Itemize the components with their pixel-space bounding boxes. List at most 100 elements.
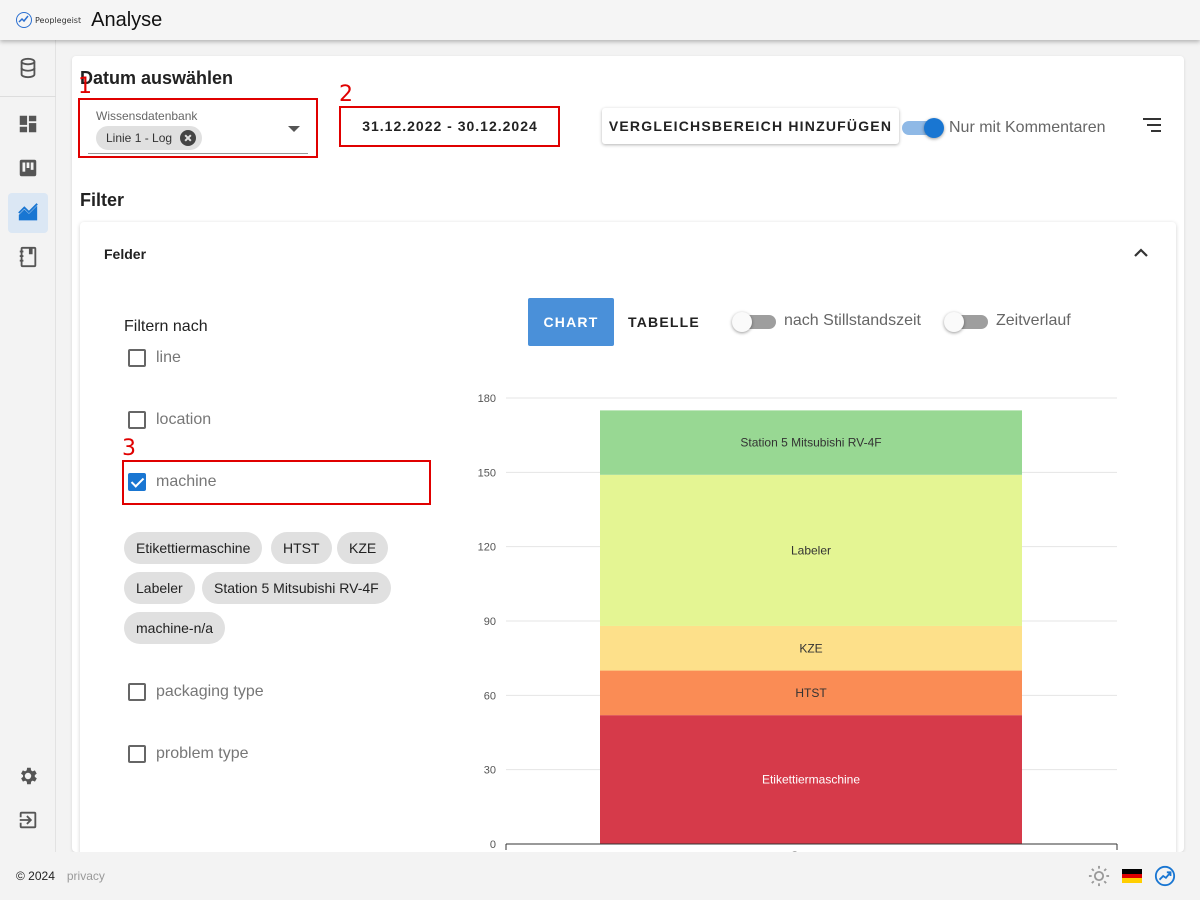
filter-section-title: Filter	[80, 190, 125, 210]
sun-icon[interactable]	[1088, 865, 1110, 887]
y-tick-label: 0	[490, 839, 496, 851]
footer: © 2024 privacy	[0, 852, 1200, 900]
gear-icon	[21, 767, 37, 785]
sidebar-item-dashboard[interactable]	[8, 104, 48, 144]
toggle-knob	[924, 118, 944, 138]
database-icon	[20, 57, 36, 79]
machine-chip[interactable]: KZE	[337, 532, 389, 564]
bar-segment-label: Labeler	[791, 543, 831, 557]
brand[interactable]: Peoplegeist	[16, 12, 81, 28]
sidebar-divider	[0, 96, 56, 97]
main-content: Datum auswählen Wissensdatenbank Linie 1…	[72, 56, 1184, 852]
sidebar-item-board[interactable]	[8, 148, 48, 188]
machine-chip[interactable]: HTST	[271, 532, 332, 564]
german-flag-icon[interactable]	[1122, 869, 1142, 884]
downtime-toggle[interactable]	[732, 312, 776, 332]
bar-segment-label: KZE	[799, 641, 822, 655]
annotation-box-2	[339, 106, 560, 147]
sidebar-item-settings[interactable]	[8, 756, 48, 796]
page-title: Analyse	[91, 8, 163, 31]
checkbox[interactable]	[128, 745, 146, 763]
brand-name: Peoplegeist	[35, 15, 82, 25]
knowledge-db-chip[interactable]: Linie 1 - Log	[96, 126, 203, 150]
x-tick-label: Gesamt	[790, 849, 833, 852]
close-icon[interactable]	[180, 130, 197, 146]
stacked-bar-chart: 0 30 60 90 120 150 180 Etikettiermaschine HTST KZ…	[478, 393, 1118, 852]
knowledge-db-label: Wissensdatenbank	[96, 109, 198, 123]
analytics-icon	[18, 203, 38, 221]
chevron-up-icon[interactable]	[1134, 248, 1148, 258]
annotation-number-3: 3	[122, 436, 136, 461]
bar-segment-label: HTST	[795, 686, 827, 700]
annotation-number-2: 2	[339, 82, 353, 107]
bar-segment	[600, 625, 1022, 671]
sidebar-item-analytics[interactable]	[8, 193, 48, 233]
bar-segment	[600, 474, 1022, 626]
y-tick-label: 120	[478, 542, 496, 554]
add-comparison-button[interactable]: VERGLEICHSBEREICH HINZUFÜGEN	[602, 108, 899, 144]
annotation-number-1: 1	[78, 74, 92, 99]
select-underline	[88, 153, 308, 154]
annotation-box-1	[78, 98, 318, 158]
field-label: machine	[156, 473, 217, 490]
fields-panel-title[interactable]: Felder	[104, 246, 147, 262]
brand-logo-icon	[16, 12, 32, 28]
y-tick-label: 150	[478, 467, 496, 479]
toggle-knob	[944, 312, 964, 332]
toggle-knob	[732, 312, 752, 332]
field-checkbox-machine[interactable]: machine	[128, 471, 216, 493]
field-label: packaging type	[156, 683, 264, 700]
bar-segment	[600, 715, 1022, 844]
bar-segment-label: Station 5 Mitsubishi RV-4F	[740, 436, 881, 450]
kanban-icon	[19, 159, 37, 177]
comments-toggle[interactable]	[902, 118, 944, 138]
field-label: line	[156, 349, 181, 366]
annotation-box-3	[122, 460, 431, 505]
bar-segment	[600, 670, 1022, 716]
filter-list-icon[interactable]	[1143, 117, 1163, 133]
chevron-down-icon[interactable]	[288, 126, 300, 132]
top-bar: Peoplegeist Analyse	[0, 0, 1200, 40]
fields-panel: Felder Filtern nach line location machin…	[80, 222, 1176, 852]
notebook-icon	[19, 246, 37, 268]
field-checkbox-packaging-type[interactable]: packaging type	[128, 681, 264, 703]
bar-segment	[600, 410, 1022, 475]
y-tick-label: 60	[484, 690, 496, 702]
field-checkbox-problem-type[interactable]: problem type	[128, 743, 249, 765]
comments-toggle-label: Nur mit Kommentaren	[949, 119, 1106, 136]
checkbox[interactable]	[128, 349, 146, 367]
field-label: problem type	[156, 745, 249, 762]
field-checkbox-location[interactable]: location	[128, 409, 211, 431]
timeline-toggle-label: Zeitverlauf	[996, 312, 1071, 329]
downtime-toggle-label: nach Stillstandszeit	[784, 312, 921, 329]
machine-chip[interactable]: Etikettiermaschine	[124, 532, 263, 564]
bar-segment-label: Etikettiermaschine	[762, 773, 860, 787]
filter-by-label: Filtern nach	[124, 318, 208, 335]
sidebar-item-logout[interactable]	[8, 800, 48, 840]
y-tick-label: 180	[478, 393, 496, 405]
machine-chip[interactable]: Labeler	[124, 572, 195, 604]
machine-chip[interactable]: Station 5 Mitsubishi RV-4F	[202, 572, 391, 604]
knowledge-db-select[interactable]: Wissensdatenbank Linie 1 - Log	[80, 98, 316, 158]
brand-logo-icon[interactable]	[1154, 865, 1176, 887]
date-section-title: Datum auswählen	[80, 68, 234, 88]
y-tick-label: 30	[484, 765, 496, 777]
checkbox-checked[interactable]	[128, 473, 146, 491]
knowledge-db-chip-label: Linie 1 - Log	[106, 131, 173, 145]
privacy-link[interactable]: privacy	[66, 869, 105, 883]
checkbox[interactable]	[128, 683, 146, 701]
y-tick-label: 90	[484, 616, 496, 628]
sidebar-item-database[interactable]	[8, 48, 48, 88]
tab-table[interactable]: TABELLE	[628, 314, 700, 330]
field-label: location	[156, 411, 212, 428]
machine-chip[interactable]: machine-n/a	[124, 612, 226, 644]
tab-chart[interactable]: CHART	[528, 298, 614, 346]
date-range-button[interactable]: 31.12.2022 - 30.12.2024	[362, 118, 538, 134]
sidebar	[0, 40, 56, 852]
field-checkbox-line[interactable]: line	[128, 347, 181, 369]
checkbox[interactable]	[128, 411, 146, 429]
logout-icon	[19, 811, 37, 829]
dashboard-icon	[19, 115, 37, 133]
timeline-toggle[interactable]	[944, 312, 988, 332]
sidebar-item-notebook[interactable]	[8, 237, 48, 277]
